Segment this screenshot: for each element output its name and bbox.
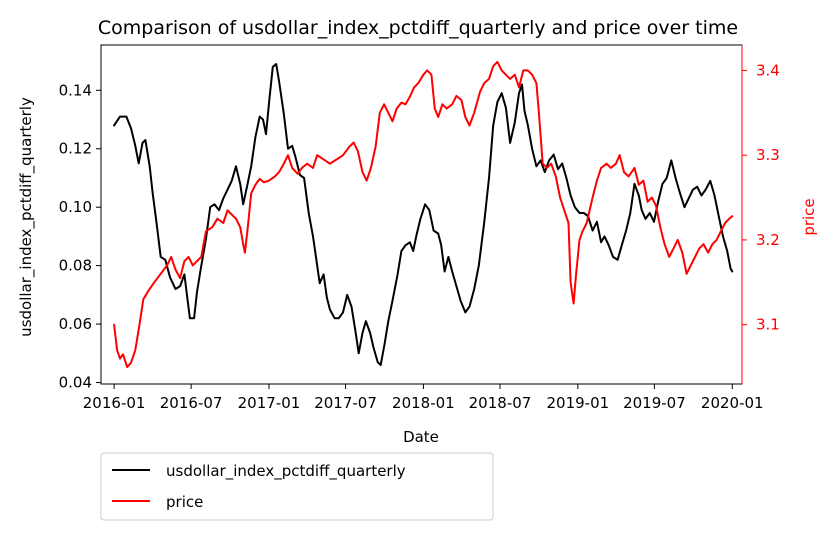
series-line-usdollar (113, 63, 734, 366)
x-tick-label: 2020-01 (701, 394, 764, 412)
x-tick-label: 2019-01 (546, 394, 609, 412)
x-axis-label: Date (403, 428, 439, 446)
series-line-price (113, 60, 734, 369)
y-left-tick-label: 0.08 (59, 257, 92, 275)
x-tick-label: 2016-07 (160, 394, 223, 412)
y-left-tick-label: 0.06 (59, 315, 92, 333)
x-tick-label: 2016-01 (83, 394, 146, 412)
y-axis-right-label: price (800, 198, 818, 235)
x-tick-label: 2017-07 (314, 394, 377, 412)
y-left-tick-label: 0.14 (59, 81, 92, 99)
y-left-tick-label: 0.12 (59, 140, 92, 158)
legend-label-usdollar: usdollar_index_pctdiff_quarterly (166, 462, 406, 481)
legend-label-price: price (166, 493, 203, 511)
legend-box (100, 452, 494, 521)
y-axis-right: 3.1 3.2 3.3 3.4 (741, 45, 780, 384)
x-axis: 2016-01 2016-07 2017-01 2017-07 2018-01 2018-… (83, 384, 764, 412)
y-right-tick-label: 3.3 (756, 146, 780, 164)
x-tick-label: 2019-07 (623, 394, 686, 412)
x-tick-label: 2017-01 (238, 394, 301, 412)
y-axis-left-label: usdollar_index_pctdiff_quarterly (17, 97, 36, 337)
chart-title: Comparison of usdollar_index_pctdiff_qua… (98, 17, 738, 39)
x-tick-label: 2018-01 (392, 394, 455, 412)
x-tick-label: 2018-07 (469, 394, 532, 412)
y-left-tick-label: 0.10 (59, 198, 92, 216)
y-left-tick-label: 0.04 (59, 374, 92, 392)
series-layer (113, 60, 734, 369)
y-axis-left: 0.04 0.06 0.08 0.10 0.12 0.14 (59, 81, 101, 392)
legend: usdollar_index_pctdiff_quarterly price (100, 452, 494, 521)
y-right-tick-label: 3.2 (756, 231, 780, 249)
y-right-tick-label: 3.1 (756, 316, 780, 334)
y-right-tick-label: 3.4 (756, 61, 780, 79)
